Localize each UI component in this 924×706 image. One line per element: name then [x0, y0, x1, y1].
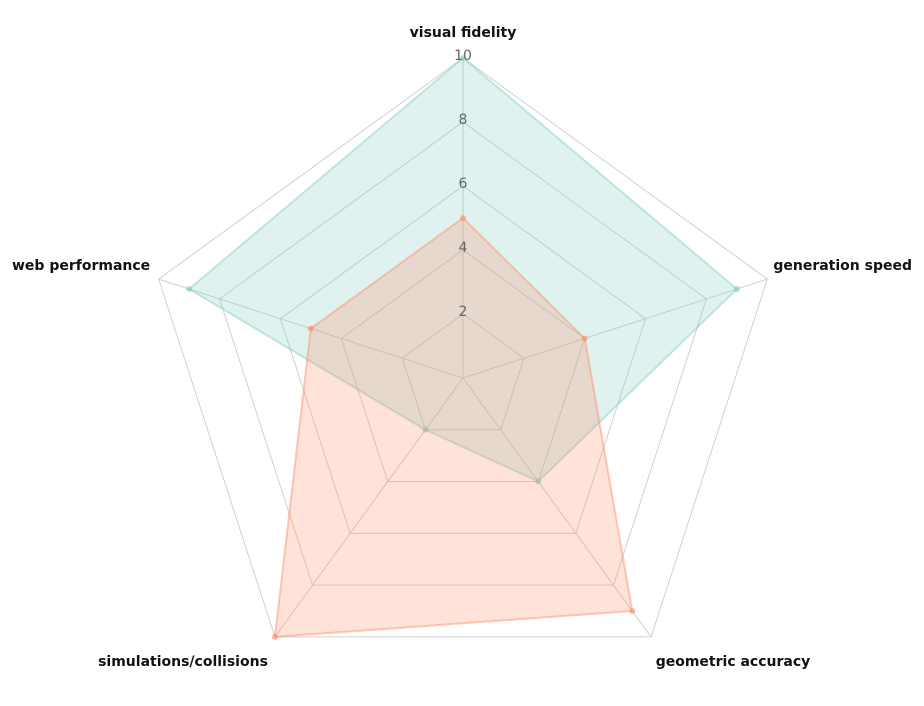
data-point [535, 478, 542, 485]
axis-label: geometric accuracy [656, 654, 811, 670]
axis-line [462, 278, 768, 379]
data-point [422, 426, 429, 433]
axis-line [462, 377, 652, 638]
series-area-1 [273, 216, 634, 638]
tick-label: 4 [459, 240, 468, 256]
axis-line [274, 377, 464, 638]
tick-label: 2 [459, 304, 468, 320]
axis-label: generation speed [773, 258, 912, 274]
grid-ring [340, 249, 586, 483]
series-area-0 [187, 56, 739, 483]
axis-label: visual fidelity [410, 25, 517, 41]
data-point [733, 286, 740, 293]
axis-label: web performance [12, 258, 150, 274]
tick-label: 10 [454, 48, 472, 64]
series-layer [186, 55, 740, 640]
tick-label: 8 [459, 112, 468, 128]
axis-labels: visual fidelity generation speed geometric… [12, 25, 912, 670]
data-point [186, 286, 193, 293]
data-point [271, 633, 278, 640]
grid-ring [279, 185, 647, 534]
data-point [460, 55, 466, 61]
tick-labels: 2 4 6 8 10 [454, 48, 472, 320]
data-point [460, 215, 466, 221]
data-point [629, 607, 636, 614]
grid-ring [401, 313, 525, 431]
grid-ring [218, 121, 708, 586]
axis-label: simulations/collisions [98, 654, 268, 670]
data-point [581, 335, 588, 342]
grid-ring [158, 57, 768, 638]
data-point [307, 325, 314, 332]
tick-label: 6 [459, 176, 468, 192]
